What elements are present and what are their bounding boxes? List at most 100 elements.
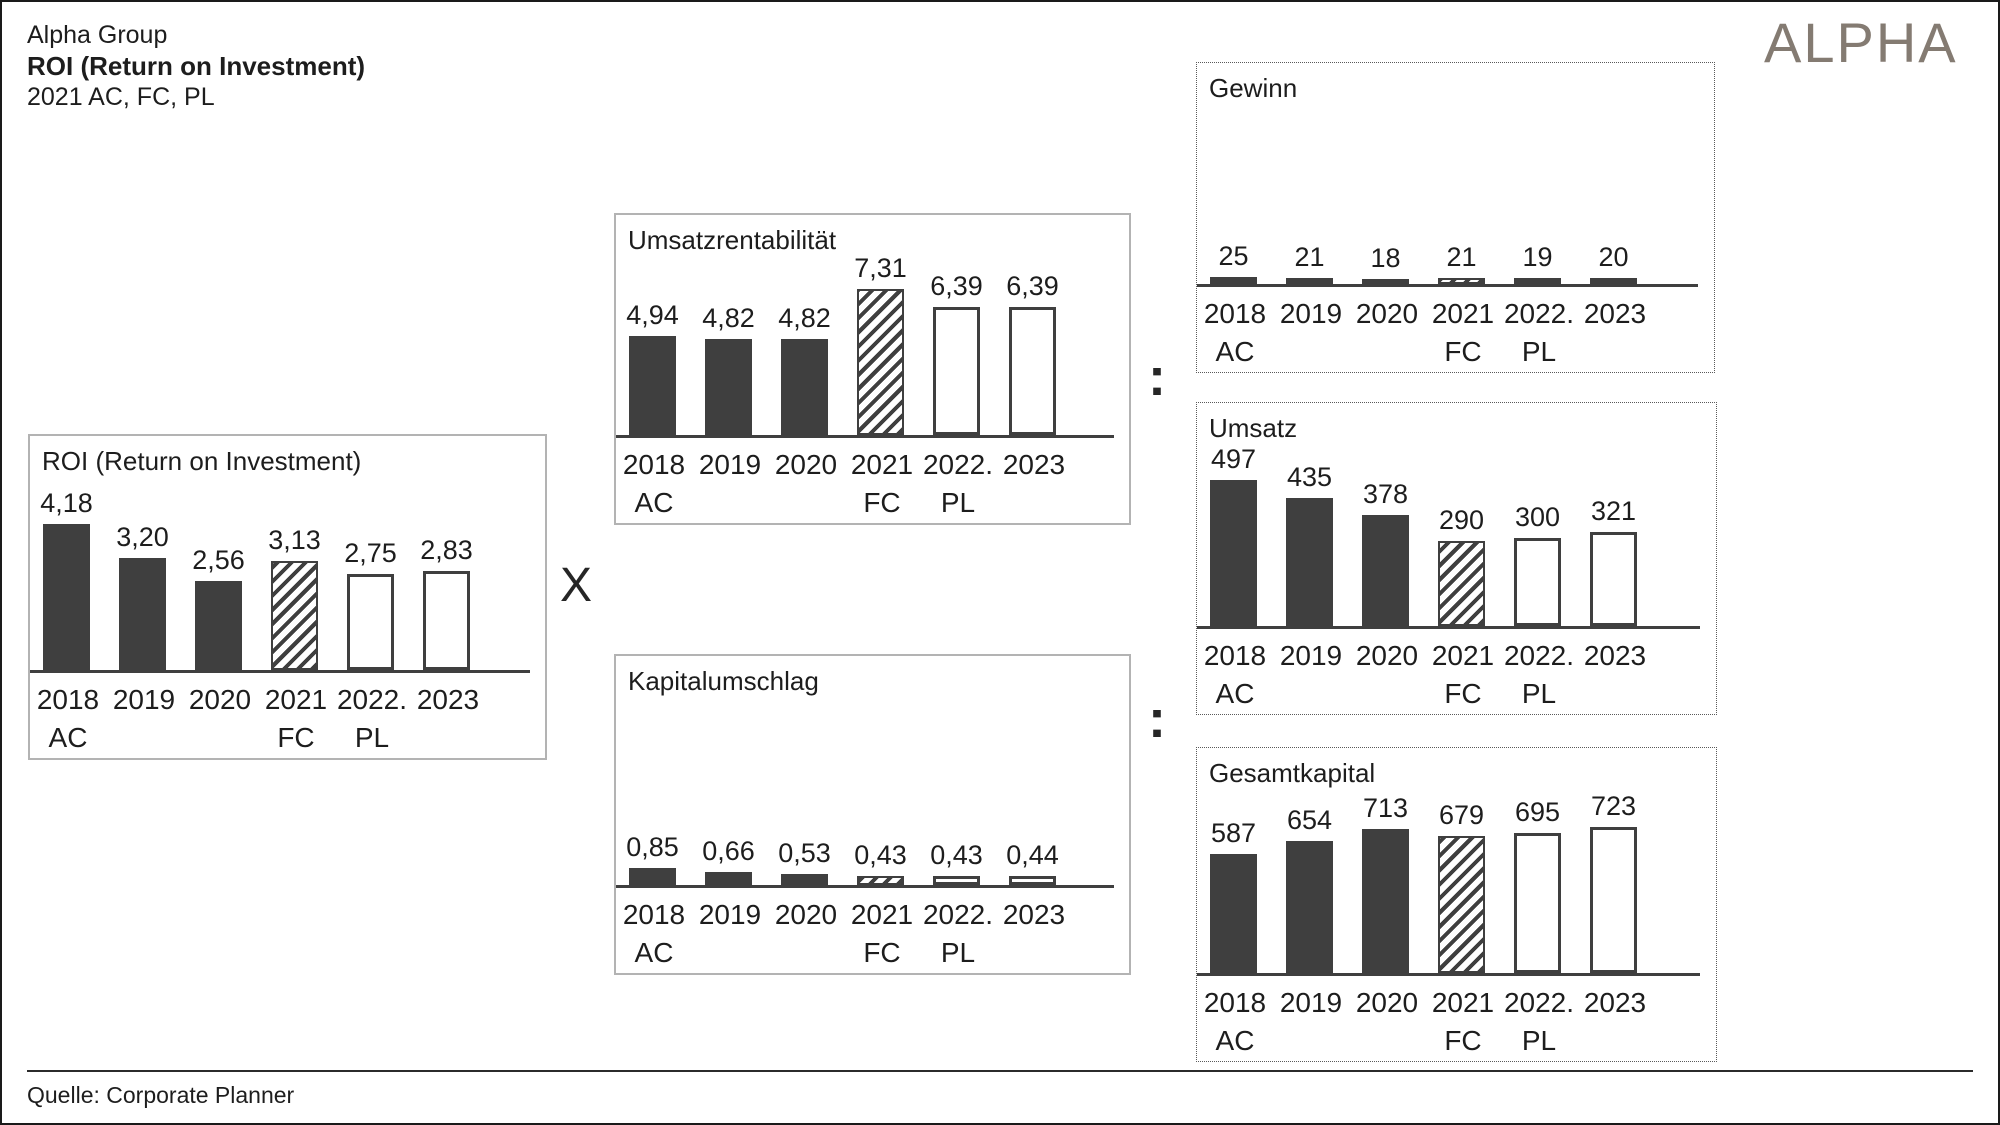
bar-value-label: 21 [1446, 242, 1477, 272]
scenario-label-empty [768, 487, 844, 519]
bar-value-label: 0,43 [854, 840, 907, 870]
year-label: 2022. [1503, 298, 1575, 329]
scenario-label-ac: AC [48, 722, 88, 753]
bars-area: 25 21 18 21 19 20 [1210, 241, 1637, 284]
bar-outline [1514, 833, 1561, 973]
bar-value-label: 6,39 [930, 271, 983, 301]
bar-value-label: 3,20 [116, 522, 169, 552]
bar-column: 3,20 [116, 522, 169, 670]
bar-value-label: 300 [1514, 502, 1561, 532]
bar-value-label: 4,18 [40, 488, 93, 518]
divide-operator-2: : [1148, 689, 1166, 749]
bars-area: 4,94 4,82 4,82 7,31 6,39 6,39 [626, 253, 1059, 435]
x-axis-line [1197, 973, 1701, 976]
year-label: 2022. [336, 684, 408, 715]
scenario-label-empty [1577, 678, 1653, 710]
x-axis-line [616, 885, 1114, 888]
report-subtitle: 2021 AC, FC, PL [27, 83, 215, 111]
bar-solid [781, 339, 828, 435]
year-label: 2019 [1279, 640, 1343, 671]
scenario-label-pl: PL [940, 937, 976, 968]
bar-solid [1210, 854, 1257, 973]
divide-operator-1: : [1148, 347, 1166, 407]
bar-value-label: 679 [1438, 800, 1485, 830]
bar-column: 2,75 [344, 538, 397, 670]
bar-column: 4,82 [778, 303, 831, 435]
scenario-label-empty [1349, 1025, 1425, 1057]
bar-solid [1286, 278, 1333, 284]
scenario-axis-labels: AC FC PL [1197, 1025, 1653, 1057]
bar-value-label: 0,44 [1006, 840, 1059, 870]
bar-outline [1514, 278, 1561, 284]
year-label: 2021 [850, 449, 914, 480]
scenario-label-empty [692, 937, 768, 969]
bar-plot: 25 21 18 21 19 20 2018 2019 2020 2021 2022. 2023 A… [1197, 63, 1714, 372]
scenario-label-empty [410, 722, 486, 754]
year-label: 2019 [698, 899, 762, 930]
bar-hatch [857, 289, 904, 435]
chart-title: Gewinn [1209, 73, 1298, 103]
bar-value-label: 321 [1590, 496, 1637, 526]
bar-outline [1590, 278, 1637, 284]
year-label: 2019 [1279, 298, 1343, 329]
bar-column: 0,53 [778, 838, 831, 885]
bar-column: 0,66 [702, 836, 755, 885]
bar-column: 300 [1514, 502, 1561, 626]
scenario-label-empty [1577, 1025, 1653, 1057]
scenario-label-empty [996, 937, 1072, 969]
year-axis-labels: 2018 2019 2020 2021 2022. 2023 [1197, 987, 1653, 1019]
bar-solid [1210, 277, 1257, 284]
bar-value-label: 25 [1218, 241, 1249, 271]
year-label: 2018 [1203, 640, 1267, 671]
bar-outline [1009, 876, 1056, 885]
bar-value-label: 7,31 [854, 253, 907, 283]
bar-value-label: 2,83 [420, 535, 473, 565]
bar-column: 435 [1286, 462, 1333, 626]
chart-node-umsatz[interactable]: Umsatz 497 435 378 290 300 321 2018 2019 2020 20… [1196, 402, 1717, 715]
scenario-label-empty [182, 722, 258, 754]
scenario-label-empty [1273, 678, 1349, 710]
scenario-label-empty [1349, 678, 1425, 710]
year-axis-labels: 2018 2019 2020 2021 2022. 2023 [1197, 640, 1653, 672]
source-note: Quelle: Corporate Planner [27, 1082, 295, 1108]
year-label: 2023 [1583, 298, 1647, 329]
bar-value-label: 435 [1286, 462, 1333, 492]
bar-value-label: 0,66 [702, 836, 755, 866]
bar-solid [1362, 279, 1409, 284]
chart-node-kapitalumschlag[interactable]: Kapitalumschlag 0,85 0,66 0,53 0,43 0,43 0,44… [614, 654, 1131, 975]
bars-area: 4,18 3,20 2,56 3,13 2,75 2,83 [40, 488, 473, 670]
bar-value-label: 6,39 [1006, 271, 1059, 301]
chart-node-gesamtkapital[interactable]: Gesamtkapital 587 654 713 679 695 723 2018 201… [1196, 747, 1717, 1062]
bar-value-label: 713 [1362, 793, 1409, 823]
bar-value-label: 2,75 [344, 538, 397, 568]
bar-value-label: 4,82 [778, 303, 831, 333]
scenario-label-pl: PL [1521, 336, 1557, 367]
bar-value-label: 0,85 [626, 832, 679, 862]
bar-column: 21 [1286, 242, 1333, 284]
year-label: 2021 [264, 684, 328, 715]
bar-column: 7,31 [854, 253, 907, 435]
bar-column: 4,82 [702, 303, 755, 435]
x-axis-line [1197, 626, 1701, 629]
bar-outline [933, 876, 980, 885]
bar-column: 19 [1514, 242, 1561, 284]
x-axis-line [1197, 284, 1699, 287]
bar-plot: 4,94 4,82 4,82 7,31 6,39 6,39 2018 2019 2020 202… [616, 215, 1129, 523]
bar-column: 3,13 [268, 525, 321, 670]
chart-node-gewinn[interactable]: Gewinn 25 21 18 21 19 20 2018 2019 2020 2021 2022… [1196, 62, 1715, 373]
bar-outline [1514, 538, 1561, 626]
bar-solid [629, 868, 676, 885]
scenario-label-empty [1577, 336, 1653, 368]
bar-value-label: 4,94 [626, 300, 679, 330]
bar-outline [1009, 307, 1056, 435]
bar-solid [705, 339, 752, 435]
bar-solid [1362, 515, 1409, 626]
bar-solid [119, 558, 166, 670]
year-axis-labels: 2018 2019 2020 2021 2022. 2023 [616, 449, 1072, 481]
bar-hatch [1438, 278, 1485, 284]
chart-node-roi[interactable]: ROI (Return on Investment) 4,18 3,20 2,56 3… [28, 434, 547, 760]
year-label: 2021 [1431, 987, 1495, 1018]
chart-node-umsatzrentabilitaet[interactable]: Umsatzrentabilität 4,94 4,82 4,82 7,31 6,39 6… [614, 213, 1131, 525]
year-label: 2020 [774, 449, 838, 480]
scenario-label-fc: FC [277, 722, 315, 753]
